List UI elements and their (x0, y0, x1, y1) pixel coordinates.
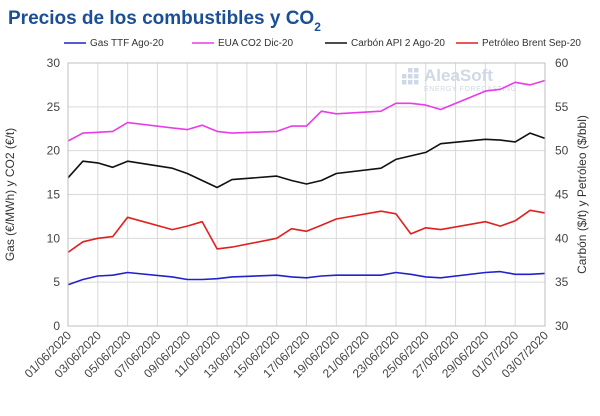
series-line-3 (67, 209, 546, 254)
y-left-tick-label: 15 (47, 188, 61, 202)
series-line-0 (67, 270, 546, 286)
aleasoft-logo: AleaSoft ENERGY FORECASTING (402, 66, 517, 93)
y-right-tick-label: 50 (555, 144, 569, 158)
y-axis-right-ticks: 30 35 40 45 50 55 60 (555, 56, 569, 333)
y-right-tick-label: 35 (555, 275, 569, 289)
legend: Gas TTF Ago-20 EUA CO2 Dic-20 Carbón API 2… (64, 38, 581, 49)
series-layer (67, 79, 546, 286)
y-left-tick-label: 0 (53, 319, 60, 333)
legend-label: Carbón API 2 Ago-20 (351, 38, 445, 49)
y-axis-left-ticks: 0 5 10 15 20 25 30 (47, 56, 61, 333)
aleasoft-logo-mark-icon (402, 68, 419, 85)
legend-label: Gas TTF Ago-20 (90, 38, 164, 49)
y-right-tick-label: 30 (555, 319, 569, 333)
logo-square (414, 68, 419, 73)
y-right-tick-label: 60 (555, 56, 569, 70)
logo-square (402, 74, 407, 79)
y-right-tick-label: 55 (555, 100, 569, 114)
y-right-tick-label: 40 (555, 231, 569, 245)
plot-border (67, 62, 546, 327)
y-right-tick-label: 45 (555, 188, 569, 202)
y-axis-left-label: Gas (€/MWh) y CO2 (€/t) (3, 128, 17, 261)
y-left-tick-label: 5 (53, 275, 60, 289)
series-line-2 (67, 132, 546, 189)
series-line-1 (67, 79, 546, 142)
chart-title: Precios de los combustibles y CO2 (8, 8, 321, 34)
logo-square (408, 74, 413, 79)
logo-square (408, 68, 413, 73)
y-left-tick-label: 10 (47, 231, 61, 245)
y-axis-right-label: Carbón ($/t) y Petróleo ($/bbl) (575, 115, 589, 274)
y-left-tick-label: 30 (47, 56, 61, 70)
logo-square (414, 80, 419, 85)
legend-label: Petróleo Brent Sep-20 (482, 38, 581, 49)
x-axis-ticks: 01/06/202003/06/202005/06/202007/06/2020… (22, 328, 552, 381)
logo-square (408, 80, 413, 85)
plot-area: AleaSoft ENERGY FORECASTING (67, 62, 546, 327)
legend-label: EUA CO2 Dic-20 (218, 38, 293, 49)
y-left-tick-label: 25 (47, 100, 61, 114)
y-left-tick-label: 20 (47, 144, 61, 158)
logo-name: AleaSoft (424, 66, 493, 85)
logo-square (402, 80, 407, 85)
logo-square (414, 74, 419, 79)
logo-tagline: ENERGY FORECASTING (424, 86, 517, 93)
